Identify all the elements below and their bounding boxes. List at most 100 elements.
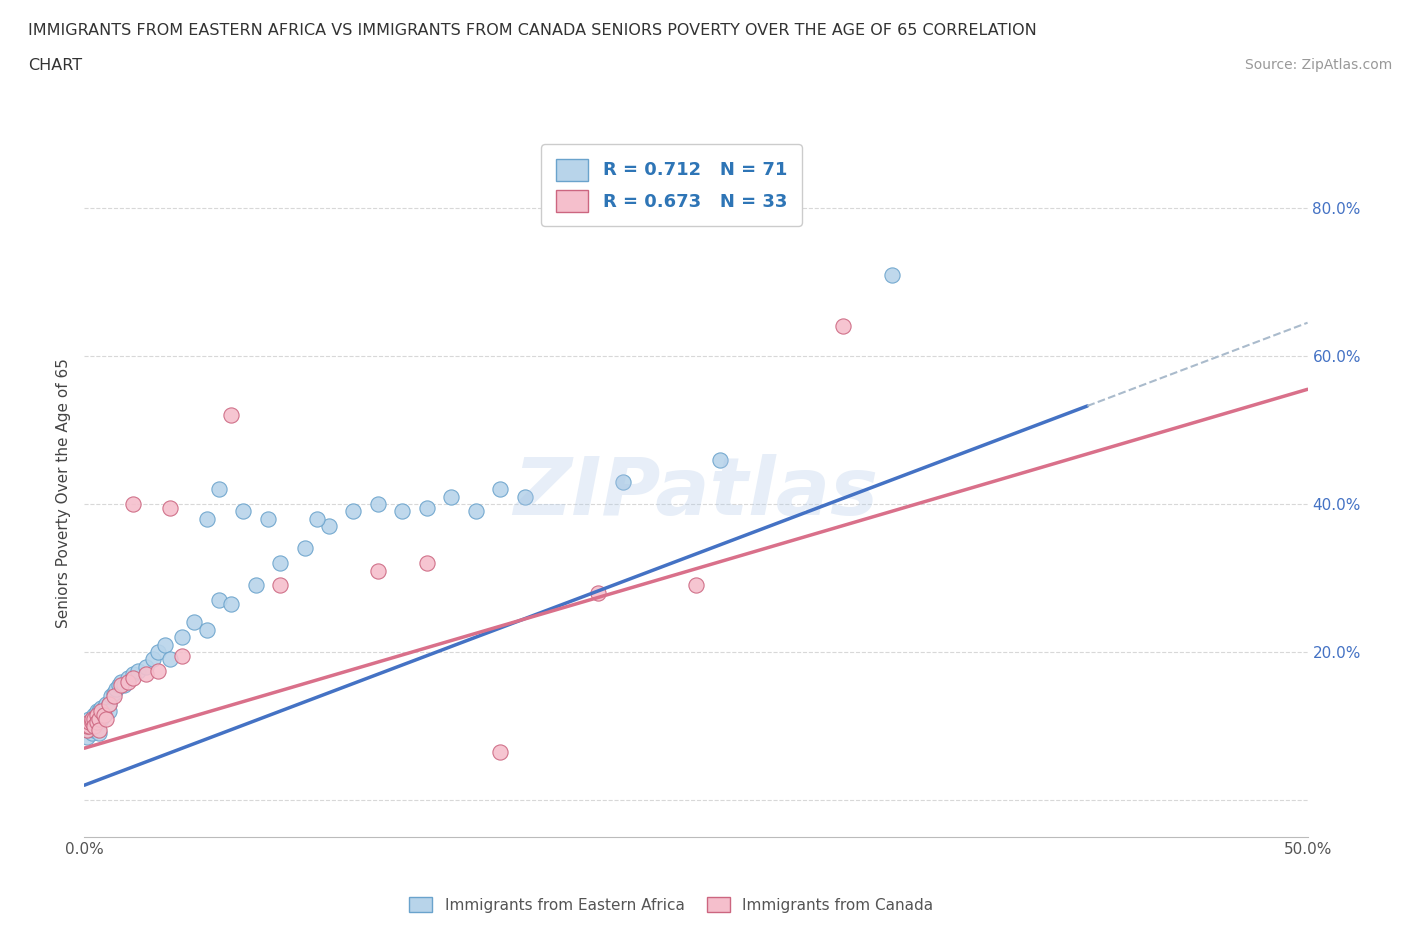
Point (586, 585, 609, 600)
Point (87, 708, 110, 723)
Point (96, 697, 118, 711)
Text: ZIPatlas: ZIPatlas (513, 454, 879, 532)
Point (96, 711, 118, 726)
Text: CHART: CHART (28, 58, 82, 73)
Point (135, 667, 157, 682)
Point (153, 637, 176, 652)
Point (77, 723, 100, 737)
Point (86, 711, 108, 726)
Point (142, 652, 165, 667)
Point (93, 700, 115, 715)
Point (183, 615, 205, 630)
Point (122, 667, 145, 682)
Point (245, 578, 267, 592)
Point (172, 630, 194, 644)
Point (86, 708, 108, 723)
Point (146, 644, 169, 659)
Point (86, 715, 108, 730)
Point (135, 659, 157, 674)
Point (416, 500, 439, 515)
Point (112, 678, 135, 693)
Point (76, 719, 98, 734)
Point (77, 719, 100, 734)
Point (86, 715, 108, 730)
Point (219, 596, 242, 611)
Point (146, 663, 169, 678)
Point (709, 452, 731, 467)
Point (80, 719, 103, 734)
Point (83, 719, 105, 734)
Point (93, 708, 115, 723)
Point (464, 504, 486, 519)
Point (77, 711, 100, 726)
Point (90, 700, 112, 715)
Point (76, 723, 98, 737)
Point (391, 504, 413, 519)
Point (76, 719, 98, 734)
Point (172, 648, 194, 663)
Point (122, 671, 145, 685)
Point (77, 715, 100, 730)
Point (367, 564, 389, 578)
Point (90, 708, 112, 723)
Point (294, 541, 316, 556)
Point (219, 407, 242, 422)
Point (87, 723, 110, 737)
Point (367, 497, 389, 512)
Point (513, 489, 536, 504)
Point (76, 730, 98, 745)
Point (87, 711, 110, 726)
Point (257, 512, 280, 526)
Text: Source: ZipAtlas.com: Source: ZipAtlas.com (1244, 58, 1392, 72)
Point (880, 267, 903, 282)
Point (103, 689, 125, 704)
Point (80, 723, 103, 737)
Point (831, 319, 853, 334)
Point (122, 497, 145, 512)
Point (117, 671, 139, 685)
Point (685, 578, 707, 592)
Point (195, 622, 218, 637)
Point (305, 512, 328, 526)
Point (96, 700, 118, 715)
Point (80, 726, 103, 741)
Point (87, 704, 110, 719)
Point (97, 697, 120, 711)
Legend: Immigrants from Eastern Africa, Immigrants from Canada: Immigrants from Eastern Africa, Immigran… (404, 891, 939, 919)
Text: IMMIGRANTS FROM EASTERN AFRICA VS IMMIGRANTS FROM CANADA SENIORS POVERTY OVER TH: IMMIGRANTS FROM EASTERN AFRICA VS IMMIGR… (28, 23, 1036, 38)
Point (159, 652, 181, 667)
Point (77, 715, 100, 730)
Point (416, 556, 439, 571)
Point (80, 711, 103, 726)
Point (93, 708, 115, 723)
Point (93, 704, 115, 719)
Point (103, 685, 125, 700)
Point (80, 715, 103, 730)
Point (97, 697, 120, 711)
Point (80, 715, 103, 730)
Point (127, 663, 149, 678)
Point (77, 719, 100, 734)
Point (83, 723, 105, 737)
Point (159, 500, 181, 515)
Point (195, 512, 218, 526)
Point (87, 726, 110, 741)
Point (83, 708, 105, 723)
Y-axis label: Seniors Poverty Over the Age of 65: Seniors Poverty Over the Age of 65 (56, 358, 72, 628)
Point (86, 719, 108, 734)
Point (117, 674, 139, 689)
Point (110, 678, 132, 693)
Point (97, 704, 120, 719)
Point (90, 711, 112, 726)
Point (489, 744, 512, 759)
Point (269, 578, 291, 592)
Point (83, 711, 105, 726)
Point (612, 474, 634, 489)
Point (105, 682, 128, 697)
Point (342, 504, 364, 519)
Point (90, 704, 112, 719)
Point (318, 519, 340, 534)
Point (440, 489, 463, 504)
Point (86, 704, 108, 719)
Point (107, 678, 129, 693)
